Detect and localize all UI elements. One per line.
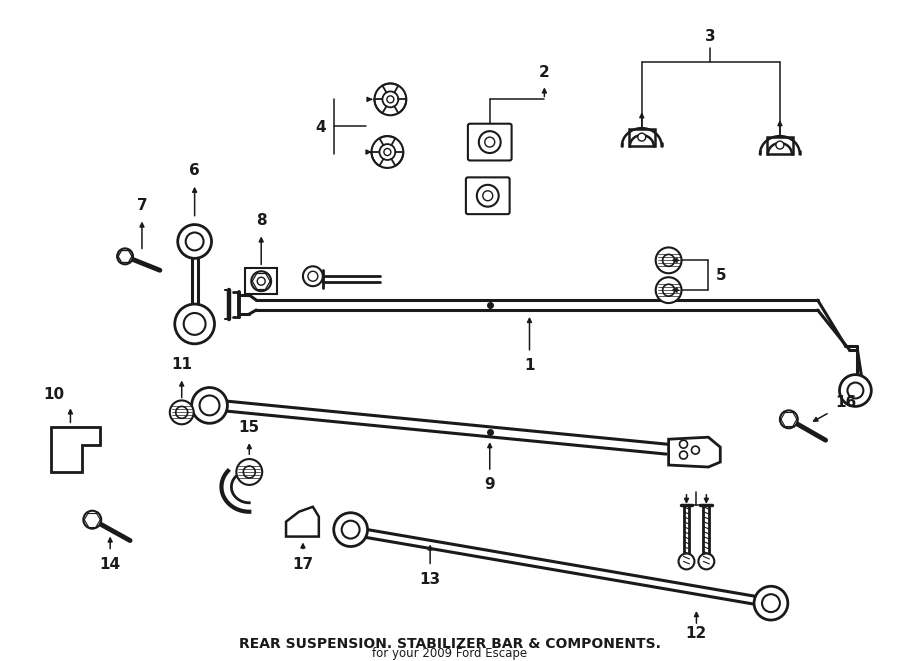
Circle shape <box>662 284 675 296</box>
Text: 16: 16 <box>835 395 856 410</box>
Text: 14: 14 <box>100 557 121 572</box>
Circle shape <box>192 387 228 423</box>
Text: 3: 3 <box>705 29 716 44</box>
Text: 4: 4 <box>316 120 326 135</box>
Circle shape <box>680 451 688 459</box>
Circle shape <box>776 141 784 149</box>
Circle shape <box>184 313 205 335</box>
Text: 1: 1 <box>524 358 535 373</box>
Circle shape <box>374 83 406 115</box>
Polygon shape <box>286 507 319 537</box>
Text: 12: 12 <box>686 627 707 641</box>
Polygon shape <box>383 83 397 99</box>
Circle shape <box>384 149 391 155</box>
Circle shape <box>175 304 214 344</box>
Circle shape <box>117 249 133 264</box>
Circle shape <box>176 407 188 418</box>
Circle shape <box>698 553 715 569</box>
Circle shape <box>638 133 646 141</box>
Circle shape <box>485 137 495 147</box>
Circle shape <box>387 96 394 103</box>
Text: 10: 10 <box>43 387 64 402</box>
Circle shape <box>372 136 403 168</box>
FancyBboxPatch shape <box>466 177 509 214</box>
Polygon shape <box>374 99 391 112</box>
Circle shape <box>482 191 492 201</box>
Circle shape <box>662 254 675 266</box>
Circle shape <box>754 586 788 620</box>
Circle shape <box>691 446 699 454</box>
Polygon shape <box>50 427 100 472</box>
Circle shape <box>762 594 780 612</box>
Text: 7: 7 <box>137 198 148 214</box>
Polygon shape <box>387 152 403 165</box>
Circle shape <box>840 375 871 407</box>
Circle shape <box>251 271 271 291</box>
Circle shape <box>200 395 220 415</box>
Text: for your 2009 Ford Escape: for your 2009 Ford Escape <box>373 647 527 660</box>
Circle shape <box>342 521 360 539</box>
Circle shape <box>380 144 395 160</box>
Text: 11: 11 <box>171 357 193 372</box>
Bar <box>629 129 654 146</box>
Circle shape <box>177 225 212 258</box>
Text: 6: 6 <box>189 163 200 178</box>
Circle shape <box>477 185 499 207</box>
Circle shape <box>848 383 863 399</box>
Circle shape <box>84 511 101 529</box>
Circle shape <box>243 466 256 478</box>
Circle shape <box>308 271 318 281</box>
Circle shape <box>679 553 695 569</box>
Circle shape <box>382 91 399 107</box>
Text: 2: 2 <box>539 65 550 80</box>
Polygon shape <box>381 136 394 152</box>
Circle shape <box>303 266 323 286</box>
Text: 8: 8 <box>256 213 266 228</box>
Polygon shape <box>669 437 720 467</box>
Circle shape <box>237 459 262 485</box>
Circle shape <box>656 277 681 303</box>
Circle shape <box>170 401 194 424</box>
Bar <box>767 137 793 154</box>
Text: 17: 17 <box>292 557 313 572</box>
Circle shape <box>680 440 688 448</box>
Text: 13: 13 <box>419 572 441 587</box>
Polygon shape <box>391 99 406 112</box>
Text: 9: 9 <box>484 477 495 492</box>
Circle shape <box>257 277 266 285</box>
Text: REAR SUSPENSION. STABILIZER BAR & COMPONENTS.: REAR SUSPENSION. STABILIZER BAR & COMPON… <box>239 637 661 651</box>
Circle shape <box>185 233 203 251</box>
Circle shape <box>334 513 367 547</box>
Circle shape <box>780 410 797 428</box>
Text: 5: 5 <box>716 268 726 283</box>
Circle shape <box>656 247 681 273</box>
Polygon shape <box>372 152 387 165</box>
FancyBboxPatch shape <box>246 268 277 294</box>
FancyBboxPatch shape <box>468 124 511 161</box>
Text: 15: 15 <box>238 420 260 435</box>
Circle shape <box>479 131 500 153</box>
